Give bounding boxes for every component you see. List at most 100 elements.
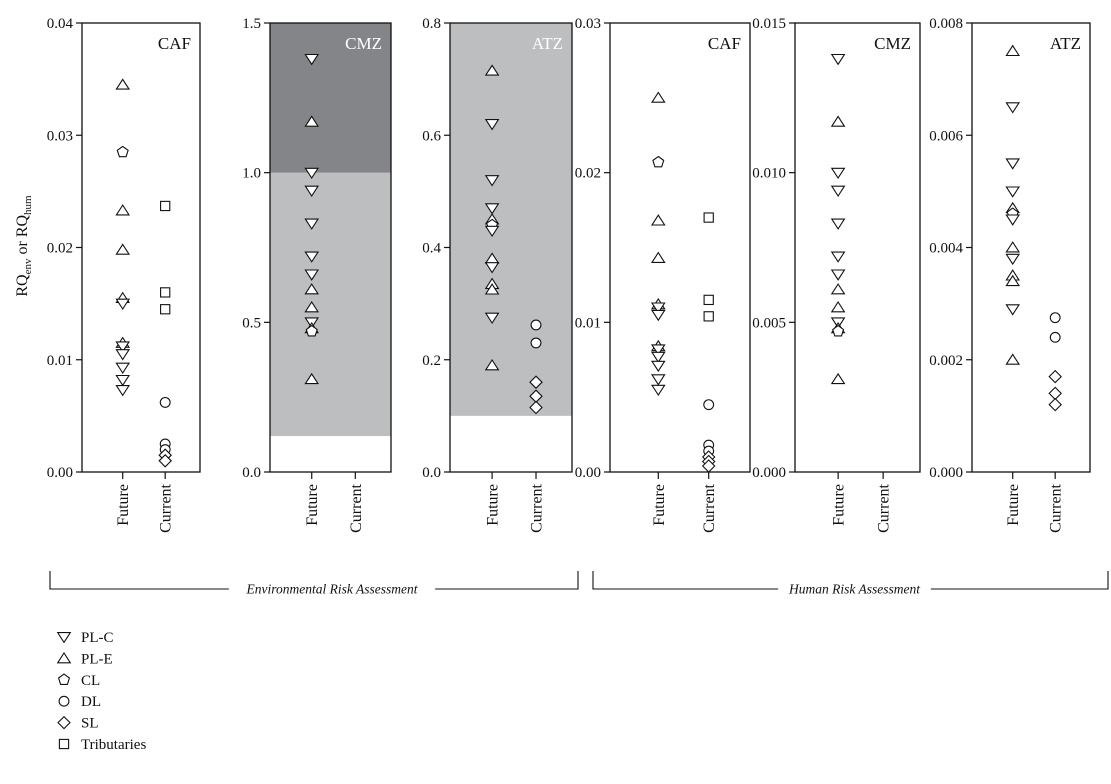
point-future-pl-e bbox=[484, 64, 500, 76]
legend-item-sl: SL bbox=[57, 715, 99, 732]
y-tick-label: 0.01 bbox=[47, 353, 73, 369]
y-tick-label: 0.00 bbox=[47, 465, 73, 481]
y-tick-label: 0.005 bbox=[752, 315, 786, 331]
point-current-sl bbox=[701, 459, 716, 473]
point-future-pl-c bbox=[1005, 158, 1021, 170]
panel-title: CAF bbox=[158, 34, 191, 53]
legend-item-cl: CL bbox=[57, 673, 100, 689]
panel-6: 0.000 0.002 0.004 0.006 0.008 Future Current AT… bbox=[929, 16, 1091, 533]
bracket-line bbox=[49, 571, 579, 590]
legend-label: SL bbox=[81, 716, 99, 732]
panel-title: CAF bbox=[708, 34, 741, 53]
legend-label: PL-E bbox=[81, 651, 113, 667]
legend-item-pl-e: PL-E bbox=[56, 651, 113, 667]
point-future-cl bbox=[305, 324, 318, 337]
panel-5: 0.000 0.005 0.010 0.015 Future Current CMZ bbox=[752, 16, 921, 533]
point-future-pl-e bbox=[830, 115, 846, 127]
category-label-current: Current bbox=[701, 483, 718, 532]
plot-frame bbox=[794, 22, 921, 473]
y-tick-label: 0.006 bbox=[929, 128, 963, 144]
y-tick-label: 0.4 bbox=[422, 241, 441, 257]
point-future-cl bbox=[652, 155, 665, 168]
panel-1: 0.00 0.01 0.02 0.03 0.04 Future Current CAF bbox=[47, 16, 201, 533]
point-future-pl-c bbox=[115, 362, 131, 375]
plot-frame bbox=[971, 22, 1091, 473]
panel-title: ATZ bbox=[532, 34, 563, 53]
panel-3: 0.0 0.2 0.4 0.6 0.8 Future Current ATZ bbox=[422, 16, 573, 533]
point-current-dl bbox=[530, 319, 542, 331]
risk-band-1 bbox=[450, 23, 572, 416]
point-future-pl-c bbox=[650, 351, 666, 364]
legend-symbol bbox=[56, 632, 72, 644]
risk-band-2 bbox=[270, 23, 391, 173]
point-future-pl-c bbox=[650, 374, 666, 386]
legend-symbol bbox=[58, 738, 70, 750]
point-future-pl-c bbox=[650, 309, 666, 322]
legend: PL-C PL-E CL DL SL Tributaries bbox=[56, 630, 146, 753]
bracket-2: Human Risk Assessment bbox=[592, 571, 1109, 597]
legend-symbol bbox=[57, 715, 71, 730]
category-label-current: Current bbox=[529, 483, 546, 532]
plot-frame bbox=[269, 22, 392, 473]
y-tick-label: 0.0 bbox=[242, 465, 261, 481]
legend-label: PL-C bbox=[81, 630, 114, 646]
point-future-pl-c bbox=[484, 225, 500, 238]
point-current-sl bbox=[1048, 397, 1062, 412]
category-label-future: Future bbox=[1005, 484, 1022, 526]
point-future-pl-e bbox=[830, 372, 846, 385]
plot-frame bbox=[609, 22, 751, 473]
point-future-pl-e bbox=[1005, 241, 1021, 253]
point-future-pl-e bbox=[1005, 44, 1021, 57]
y-tick-label: 0.6 bbox=[422, 128, 441, 144]
point-current-dl bbox=[1049, 331, 1061, 343]
y-tick-label: 0.03 bbox=[47, 128, 73, 144]
legend-symbol bbox=[58, 695, 70, 707]
point-future-pl-c bbox=[484, 262, 500, 274]
point-future-pl-c bbox=[484, 312, 500, 325]
point-future-pl-e bbox=[1005, 274, 1021, 287]
point-current-sl bbox=[529, 400, 543, 415]
panel-title: CMZ bbox=[345, 34, 382, 53]
point-future-pl-c bbox=[304, 167, 320, 180]
point-current-tributaries bbox=[703, 311, 714, 322]
point-current-sl bbox=[1048, 369, 1062, 384]
y-tick-label: 0.5 bbox=[242, 315, 261, 331]
point-future-pl-c bbox=[304, 53, 320, 66]
point-current-sl bbox=[1048, 386, 1062, 401]
legend-label: Tributaries bbox=[81, 737, 146, 753]
point-current-dl bbox=[1049, 312, 1061, 324]
y-tick-label: 1.5 bbox=[242, 16, 261, 32]
assessment-brackets: Environmental Risk Assessment Human Risk … bbox=[49, 571, 1109, 597]
category-label-future: Future bbox=[831, 484, 848, 526]
panel-title: ATZ bbox=[1050, 34, 1081, 53]
point-future-pl-c bbox=[115, 374, 131, 387]
point-future-pl-e bbox=[830, 300, 846, 313]
y-tick-label: 0.010 bbox=[752, 166, 786, 182]
point-future-pl-e bbox=[1005, 353, 1021, 365]
point-future-pl-c bbox=[304, 218, 320, 230]
point-future-pl-e bbox=[115, 204, 131, 216]
point-future-pl-c bbox=[1005, 214, 1021, 226]
y-tick-label: 0.8 bbox=[422, 16, 441, 32]
point-future-cl bbox=[116, 145, 129, 158]
point-future-pl-e bbox=[115, 78, 131, 90]
point-future-pl-e bbox=[115, 243, 131, 255]
legend-label: CL bbox=[81, 673, 100, 689]
point-future-pl-c bbox=[115, 349, 131, 361]
point-current-dl bbox=[703, 399, 715, 411]
point-future-pl-c bbox=[484, 175, 500, 187]
plot-frame bbox=[81, 22, 201, 473]
y-tick-label: 0.015 bbox=[752, 16, 786, 32]
point-current-tributaries bbox=[160, 200, 171, 212]
category-label-future: Future bbox=[304, 484, 321, 526]
point-current-dl bbox=[530, 337, 542, 349]
y-tick-label: 0.02 bbox=[47, 241, 73, 257]
y-tick-label: 0.0 bbox=[422, 465, 441, 481]
legend-item-dl: DL bbox=[58, 694, 101, 710]
panel-2: 0.0 0.5 1.0 1.5 Future Current CMZ bbox=[242, 16, 392, 533]
point-future-pl-c bbox=[830, 251, 846, 263]
y-tick-label: 0.002 bbox=[929, 353, 963, 369]
bracket-1: Environmental Risk Assessment bbox=[49, 571, 579, 597]
point-future-pl-e bbox=[830, 283, 846, 295]
y-axis-label: RQenv or RQhum bbox=[14, 195, 34, 297]
